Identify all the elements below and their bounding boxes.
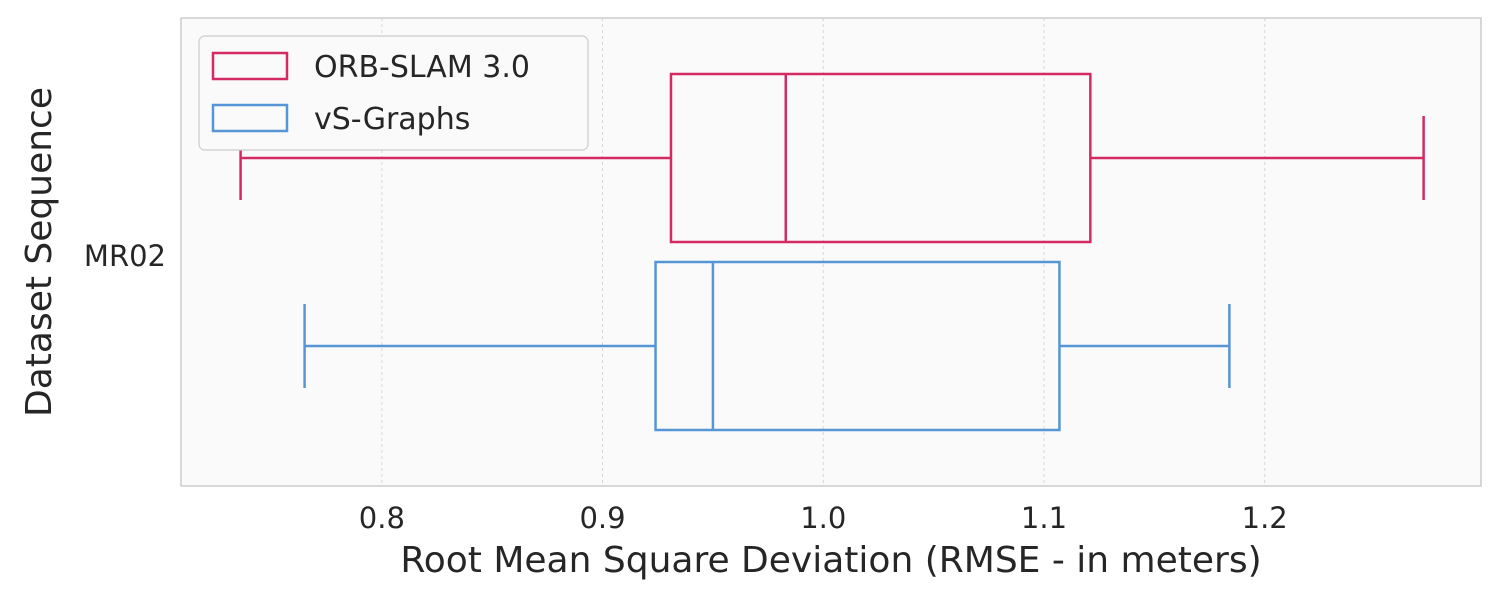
x-tick-label: 1.1	[1021, 501, 1067, 535]
x-tick-labels: 0.8 0.9 1.0 1.1 1.2	[359, 501, 1288, 535]
x-tick-label: 1.2	[1242, 501, 1288, 535]
y-axis-label: Dataset Sequence	[19, 87, 60, 417]
legend-label-orb-slam: ORB-SLAM 3.0	[314, 50, 530, 85]
x-axis-label: Root Mean Square Deviation (RMSE - in me…	[400, 540, 1261, 581]
legend-swatch-vs-graphs	[211, 103, 289, 133]
iqr-box	[669, 72, 1092, 244]
x-tick-label: 1.0	[800, 501, 846, 535]
legend: ORB-SLAM 3.0 vS-Graphs	[198, 35, 589, 151]
iqr-box	[654, 260, 1061, 432]
boxes	[239, 72, 1425, 432]
x-tick-label: 0.9	[579, 501, 625, 535]
box-0	[239, 72, 1425, 244]
x-tick-label: 0.8	[359, 501, 405, 535]
legend-label-vs-graphs: vS-Graphs	[314, 102, 470, 137]
legend-swatch-orb-slam	[211, 51, 289, 81]
box-1	[303, 260, 1231, 432]
y-tick-label-mr02: MR02	[84, 239, 166, 273]
legend-frame	[198, 35, 589, 151]
